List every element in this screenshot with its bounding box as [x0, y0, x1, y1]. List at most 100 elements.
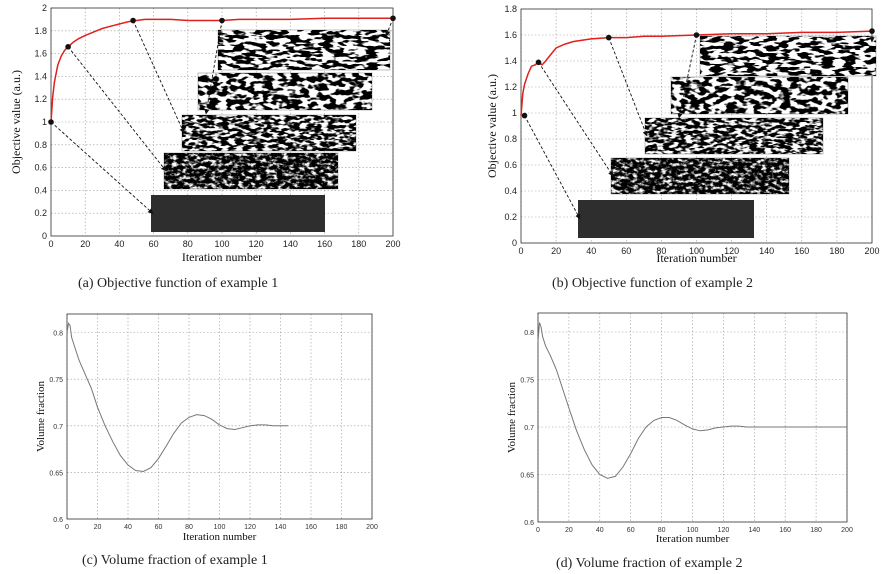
series-line	[50, 17, 393, 123]
design-snapshot-initial	[151, 195, 325, 232]
x-tick-label: 120	[244, 524, 256, 531]
chart-d: 0 20 40 60 80 100 120 140 160 180 200 0.6 0.65 0.7 0.7…	[506, 312, 853, 545]
x-tick-label: 140	[748, 527, 760, 534]
x-axis-label: Iteration number	[183, 531, 257, 543]
x-tick-label: 200	[366, 524, 378, 531]
snapshot-arrow	[50, 121, 154, 214]
x-tick-label: 0	[518, 246, 523, 256]
x-tick-label: 80	[183, 239, 193, 249]
x-tick-label: 80	[656, 246, 666, 256]
y-tick-label: 0.8	[524, 330, 534, 337]
y-tick-label: 1.6	[34, 49, 47, 59]
snapshot-arrow	[132, 20, 185, 134]
design-snapshot-initial	[578, 200, 754, 238]
y-tick-label: 0.2	[34, 208, 47, 218]
series-line	[537, 322, 847, 479]
iteration-marker	[693, 32, 700, 38]
x-tick-label: 40	[596, 527, 604, 534]
y-tick-label: 0.8	[53, 331, 63, 338]
y-tick-label: 0.75	[520, 378, 534, 385]
snapshot-arrow	[677, 34, 697, 119]
plot-frame	[520, 8, 873, 244]
x-tick-label: 0	[48, 239, 53, 249]
x-tick-label: 20	[565, 527, 573, 534]
y-tick-label: 1.8	[34, 26, 47, 36]
y-tick-label: 1.2	[504, 82, 517, 92]
y-tick-label: 0.6	[524, 520, 534, 527]
x-tick-label: 160	[794, 246, 809, 256]
y-tick-label: 1.6	[504, 30, 517, 40]
y-tick-label: 0.6	[53, 517, 63, 524]
y-tick-label: 1.4	[504, 56, 517, 66]
design-pattern	[198, 73, 372, 110]
x-tick-label: 40	[114, 239, 124, 249]
caption-d: (d) Volume fraction of example 2	[556, 556, 743, 571]
y-tick-label: 2	[42, 3, 47, 13]
x-tick-label: 200	[385, 239, 400, 249]
x-tick-label: 120	[724, 246, 739, 256]
x-tick-label: 100	[687, 527, 699, 534]
iteration-marker	[535, 59, 542, 66]
caption-c: (c) Volume fraction of example 1	[82, 553, 268, 568]
y-axis-label: Volume fraction	[506, 382, 518, 453]
x-tick-label: 180	[829, 246, 844, 256]
plot-frame	[537, 312, 848, 523]
x-tick-label: 160	[317, 239, 332, 249]
y-axis-label: Objective value (a.u.)	[485, 74, 499, 178]
y-tick-label: 0.6	[34, 163, 47, 173]
x-axis-label: Iteration number	[656, 251, 736, 265]
x-tick-label: 100	[689, 246, 704, 256]
y-tick-label: 1.2	[34, 94, 47, 104]
y-tick-label: 0.8	[504, 134, 517, 144]
x-tick-label: 60	[155, 524, 163, 531]
x-tick-label: 120	[249, 239, 264, 249]
x-tick-label: 20	[80, 239, 90, 249]
y-tick-label: 0.6	[504, 160, 517, 170]
y-tick-label: 0.4	[504, 186, 517, 196]
design-pattern	[218, 30, 390, 70]
y-tick-label: 0.2	[504, 212, 517, 222]
y-tick-label: 1	[512, 108, 517, 118]
y-tick-label: 0	[42, 231, 47, 241]
iteration-marker	[219, 17, 225, 24]
x-tick-label: 180	[810, 527, 822, 534]
design-pattern	[611, 158, 789, 194]
x-tick-label: 20	[551, 246, 561, 256]
chart-c: 0 20 40 60 80 100 120 140 160 180 200 0.6 0.65 0.7 0.7…	[35, 313, 378, 543]
x-tick-label: 60	[149, 239, 159, 249]
y-tick-label: 1.8	[504, 4, 517, 14]
x-tick-label: 160	[305, 524, 317, 531]
x-axis-label: Iteration number	[656, 533, 730, 545]
x-tick-label: 60	[627, 527, 635, 534]
snapshot-arrow	[67, 46, 167, 172]
series-line	[66, 322, 289, 473]
y-tick-label: 0.8	[34, 140, 47, 150]
x-tick-label: 140	[759, 246, 774, 256]
x-tick-label: 140	[283, 239, 298, 249]
y-tick-label: 0.75	[49, 377, 63, 384]
x-tick-label: 60	[621, 246, 631, 256]
design-pattern	[671, 77, 848, 114]
series-line	[520, 30, 873, 116]
x-tick-label: 200	[864, 246, 879, 256]
x-tick-label: 180	[351, 239, 366, 249]
iteration-marker	[605, 34, 612, 41]
x-tick-label: 100	[214, 239, 229, 249]
x-tick-label: 180	[336, 524, 348, 531]
x-tick-label: 140	[275, 524, 287, 531]
y-tick-label: 0.65	[49, 470, 63, 477]
caption-a: (a) Objective function of example 1	[78, 276, 279, 291]
y-tick-label: 1	[42, 117, 47, 127]
x-tick-label: 160	[779, 527, 791, 534]
iteration-marker	[521, 112, 528, 119]
y-axis-label: Objective value (a.u.)	[9, 70, 23, 174]
x-tick-label: 40	[124, 524, 132, 531]
design-pattern	[182, 115, 356, 151]
x-tick-label: 80	[658, 527, 666, 534]
design-pattern	[164, 153, 338, 189]
iteration-marker	[869, 28, 875, 34]
x-tick-label: 120	[718, 527, 730, 534]
iteration-marker	[390, 15, 396, 22]
y-tick-label: 0.7	[53, 424, 63, 431]
